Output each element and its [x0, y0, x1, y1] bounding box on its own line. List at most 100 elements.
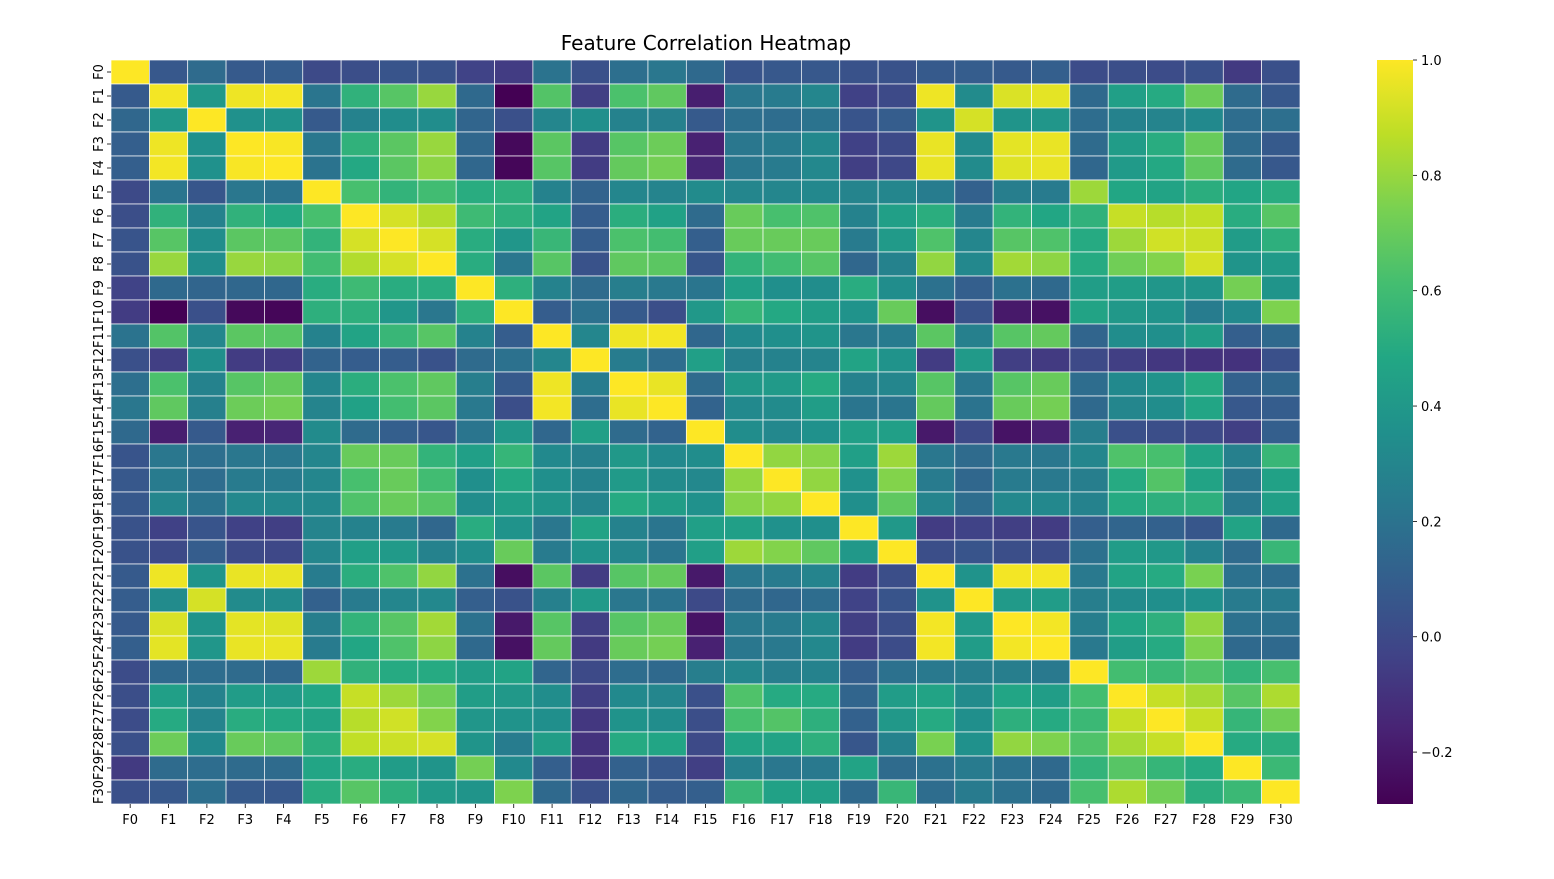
heatmap-cell-F27-F13 — [609, 707, 649, 733]
heatmap-cell-F10-F0 — [110, 299, 150, 325]
heatmap-cell-F25-F10 — [494, 659, 534, 685]
heatmap-cell-F20-F16 — [724, 539, 764, 565]
heatmap-cell-F12-F23 — [992, 347, 1032, 373]
heatmap-cell-F27-F30 — [1261, 707, 1301, 733]
heatmap-cell-F28-F30 — [1261, 731, 1301, 757]
heatmap-cell-F20-F0 — [110, 539, 150, 565]
heatmap-cell-F3-F20 — [877, 131, 917, 157]
heatmap-cell-F14-F29 — [1222, 395, 1262, 421]
heatmap-cell-F30-F8 — [417, 779, 457, 805]
heatmap-cell-F1-F1 — [149, 83, 189, 109]
heatmap-cell-F21-F24 — [1031, 563, 1071, 589]
heatmap-cell-F6-F23 — [992, 203, 1032, 229]
heatmap-cell-F18-F29 — [1222, 491, 1262, 517]
heatmap-cell-F25-F15 — [685, 659, 726, 685]
heatmap-cell-F15-F23 — [992, 419, 1032, 445]
heatmap-cell-F4-F22 — [954, 155, 994, 181]
heatmap-cell-F12-F4 — [264, 347, 304, 373]
heatmap-cell-F24-F1 — [149, 635, 189, 661]
heatmap-cell-F23-F15 — [685, 611, 726, 637]
heatmap-cell-F4-F15 — [685, 155, 726, 181]
heatmap-cell-F21-F21 — [916, 563, 956, 589]
heatmap-cell-F26-F23 — [992, 683, 1032, 709]
heatmap-cell-F5-F18 — [801, 179, 841, 205]
heatmap-cell-F1-F2 — [187, 83, 227, 109]
heatmap-cell-F27-F23 — [992, 707, 1032, 733]
heatmap-cell-F11-F12 — [570, 323, 610, 349]
heatmap-cell-F30-F11 — [532, 779, 572, 805]
heatmap-cell-F4-F6 — [340, 155, 380, 181]
heatmap-cell-F0-F10 — [494, 59, 534, 85]
heatmap-cell-F29-F24 — [1031, 755, 1071, 781]
heatmap-cell-F30-F28 — [1184, 779, 1224, 805]
heatmap-cell-F10-F29 — [1222, 299, 1262, 325]
heatmap-cell-F30-F24 — [1031, 779, 1071, 805]
heatmap-cell-F17-F18 — [801, 467, 841, 493]
heatmap-cell-F6-F10 — [494, 203, 534, 229]
heatmap-cell-F8-F1 — [149, 251, 189, 277]
heatmap-cell-F2-F16 — [724, 107, 764, 133]
heatmap-cell-F18-F23 — [992, 491, 1032, 517]
heatmap-cell-F18-F24 — [1031, 491, 1071, 517]
heatmap-cell-F5-F30 — [1261, 179, 1301, 205]
heatmap-cell-F6-F9 — [455, 203, 495, 229]
heatmap-cell-F25-F18 — [801, 659, 841, 685]
heatmap-cell-F5-F21 — [916, 179, 956, 205]
heatmap-cell-F2-F17 — [762, 107, 802, 133]
heatmap-cell-F19-F10 — [494, 515, 534, 541]
heatmap-cell-F28-F27 — [1146, 731, 1186, 757]
heatmap-cell-F26-F28 — [1184, 683, 1224, 709]
heatmap-cell-F26-F22 — [954, 683, 994, 709]
heatmap-cell-F13-F29 — [1222, 371, 1262, 397]
heatmap-cell-F21-F5 — [302, 563, 342, 589]
heatmap-cell-F1-F18 — [801, 83, 841, 109]
heatmap-cell-F25-F8 — [417, 659, 457, 685]
heatmap-cell-F18-F21 — [916, 491, 956, 517]
y-tick-label-F24: F24 — [92, 636, 107, 660]
heatmap-cell-F18-F18 — [801, 491, 841, 517]
heatmap-cell-F22-F18 — [801, 587, 841, 613]
heatmap-cell-F25-F9 — [455, 659, 495, 685]
heatmap-cell-F3-F29 — [1222, 131, 1262, 157]
y-axis-tick-labels: F0F1F2F3F4F5F6F7F8F9F10F11F12F13F14F15F1… — [92, 64, 111, 804]
heatmap-cell-F7-F20 — [877, 227, 917, 253]
heatmap-cell-F4-F23 — [992, 155, 1032, 181]
heatmap-cell-F10-F2 — [187, 299, 227, 325]
heatmap-cell-F21-F4 — [264, 563, 304, 589]
x-tick-label-F23: F23 — [1000, 813, 1024, 828]
heatmap-cell-F18-F11 — [532, 491, 572, 517]
heatmap-cell-F27-F16 — [724, 707, 764, 733]
heatmap-cell-F10-F11 — [532, 299, 572, 325]
heatmap-cell-F19-F8 — [417, 515, 457, 541]
heatmap-cell-F28-F22 — [954, 731, 994, 757]
heatmap-cell-F16-F17 — [762, 443, 802, 469]
heatmap-cell-F6-F15 — [685, 203, 726, 229]
heatmap-cell-F3-F27 — [1146, 131, 1186, 157]
heatmap-cell-F0-F12 — [570, 59, 610, 85]
heatmap-cell-F9-F26 — [1107, 275, 1147, 301]
heatmap-cell-F2-F11 — [532, 107, 572, 133]
heatmap-cell-F18-F0 — [110, 491, 150, 517]
heatmap-cell-F7-F27 — [1146, 227, 1186, 253]
heatmap-cell-F12-F19 — [839, 347, 879, 373]
heatmap-cell-F15-F20 — [877, 419, 917, 445]
heatmap-cell-F21-F0 — [110, 563, 150, 589]
heatmap-cell-F2-F21 — [916, 107, 956, 133]
heatmap-cell-F17-F16 — [724, 467, 764, 493]
heatmap-cell-F2-F29 — [1222, 107, 1262, 133]
heatmap-cell-F12-F25 — [1069, 347, 1109, 373]
x-tick-label-F22: F22 — [962, 813, 986, 828]
heatmap-cell-F3-F15 — [685, 131, 726, 157]
heatmap-cell-F22-F12 — [570, 587, 610, 613]
x-tick-label-F4: F4 — [276, 813, 292, 828]
heatmap-cell-F30-F29 — [1222, 779, 1262, 805]
heatmap-cell-F6-F4 — [264, 203, 304, 229]
x-tick-label-F11: F11 — [540, 813, 564, 828]
heatmap-cell-F23-F16 — [724, 611, 764, 637]
heatmap-cell-F10-F27 — [1146, 299, 1186, 325]
heatmap-cell-F28-F29 — [1222, 731, 1262, 757]
heatmap-cell-F18-F14 — [647, 491, 687, 517]
heatmap-cell-F16-F0 — [110, 443, 150, 469]
heatmap-cell-F10-F15 — [685, 299, 726, 325]
heatmap-cell-F9-F20 — [877, 275, 917, 301]
